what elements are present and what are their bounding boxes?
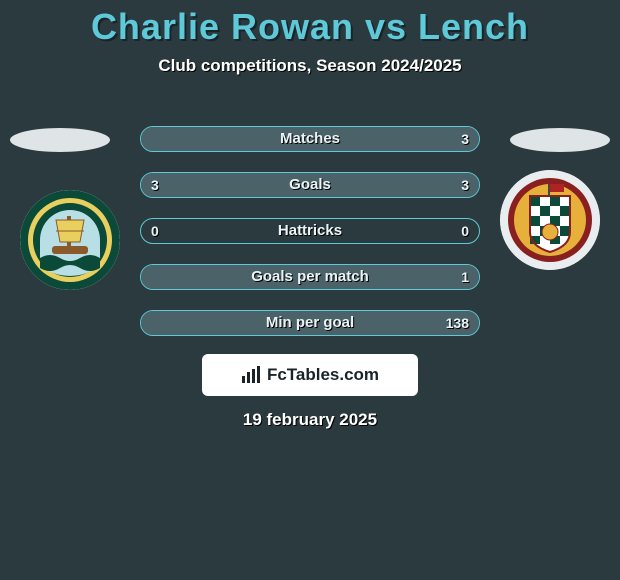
team-crest-right: [500, 170, 600, 270]
stat-value-right: 138: [446, 311, 469, 335]
stat-label: Min per goal: [141, 311, 479, 335]
bar-chart-icon: [241, 366, 261, 384]
shield-checker-icon: [500, 170, 600, 270]
ellipse-right: [510, 128, 610, 152]
ellipse-left: [10, 128, 110, 152]
stat-row: Min per goal138: [140, 310, 480, 336]
stat-label: Matches: [141, 127, 479, 151]
stat-label: Goals: [141, 173, 479, 197]
date-text: 19 february 2025: [0, 410, 620, 430]
stat-value-right: 0: [461, 219, 469, 243]
stat-row: 3Goals3: [140, 172, 480, 198]
stat-value-right: 1: [461, 265, 469, 289]
shield-ship-icon: [20, 190, 120, 290]
stat-row: Goals per match1: [140, 264, 480, 290]
stat-value-right: 3: [461, 127, 469, 151]
stat-label: Goals per match: [141, 265, 479, 289]
stat-label: Hattricks: [141, 219, 479, 243]
attribution-text: FcTables.com: [267, 365, 379, 385]
attribution-badge: FcTables.com: [202, 354, 418, 396]
stat-value-right: 3: [461, 173, 469, 197]
stats-container: Matches33Goals30Hattricks0Goals per matc…: [140, 126, 480, 356]
subtitle: Club competitions, Season 2024/2025: [0, 56, 620, 76]
stat-row: 0Hattricks0: [140, 218, 480, 244]
team-crest-left: [20, 190, 120, 290]
page-title: Charlie Rowan vs Lench: [0, 0, 620, 48]
stat-row: Matches3: [140, 126, 480, 152]
